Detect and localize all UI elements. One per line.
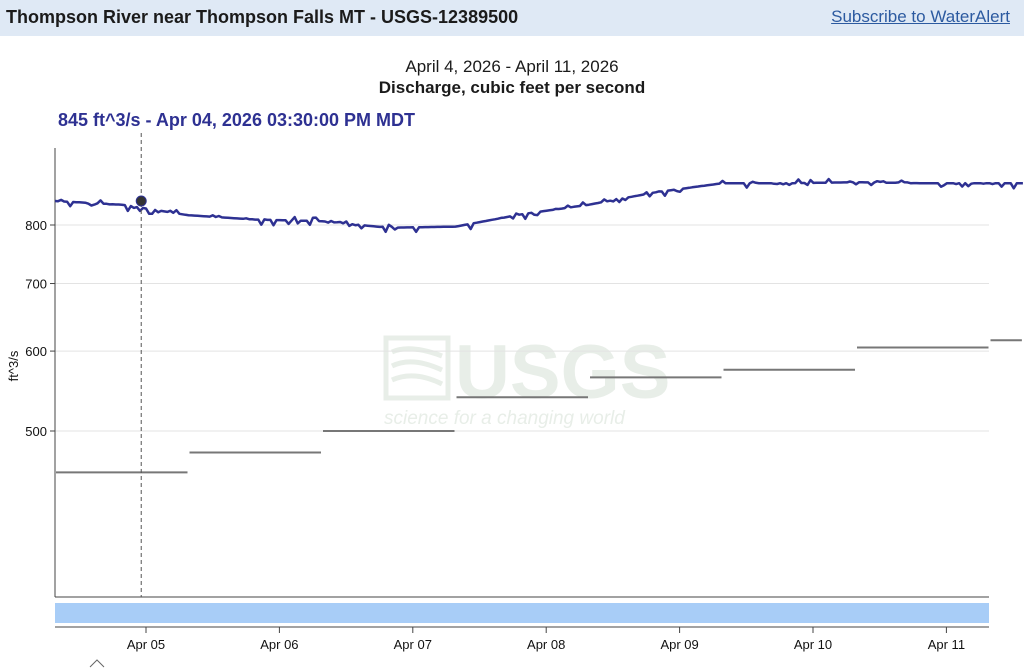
cursor-point bbox=[135, 195, 147, 207]
y-tick-label-800: 800 bbox=[25, 218, 47, 233]
x-tick-label-3: Apr 07 bbox=[394, 637, 432, 652]
watermark-wave-icon bbox=[383, 335, 451, 401]
chart-parameter: Discharge, cubic feet per second bbox=[378, 78, 646, 97]
x-tick-label-6: Apr 10 bbox=[794, 637, 832, 652]
hover-tooltip: 845 ft^3/s - Apr 04, 2026 03:30:00 PM MD… bbox=[58, 110, 415, 130]
chart-date-range: April 4, 2026 - April 11, 2026 bbox=[405, 57, 619, 76]
watermark-tagline: science for a changing world bbox=[384, 408, 626, 429]
subscribe-wateralert-link[interactable]: Subscribe to WaterAlert bbox=[831, 7, 1010, 26]
discharge-series-line bbox=[54, 177, 1023, 234]
time-brush-bar bbox=[55, 603, 989, 623]
brush-handle-icon bbox=[89, 659, 105, 668]
x-tick-label-1: Apr 05 bbox=[127, 637, 165, 652]
page-header: Thompson River near Thompson Falls MT - … bbox=[0, 0, 1024, 36]
y-axis-label: ft^3/s bbox=[6, 350, 21, 381]
x-tick-label-4: Apr 08 bbox=[527, 637, 565, 652]
y-tick-label-500: 500 bbox=[25, 424, 47, 439]
y-tick-label-600: 600 bbox=[25, 344, 47, 359]
watermark-logo-text: USGS bbox=[455, 330, 670, 415]
x-tick-label-7: Apr 11 bbox=[928, 637, 965, 652]
x-tick-label-5: Apr 09 bbox=[660, 637, 698, 652]
site-title: Thompson River near Thompson Falls MT - … bbox=[6, 7, 519, 27]
x-tick-label-2: Apr 06 bbox=[260, 637, 298, 652]
y-tick-label-700: 700 bbox=[25, 277, 47, 292]
